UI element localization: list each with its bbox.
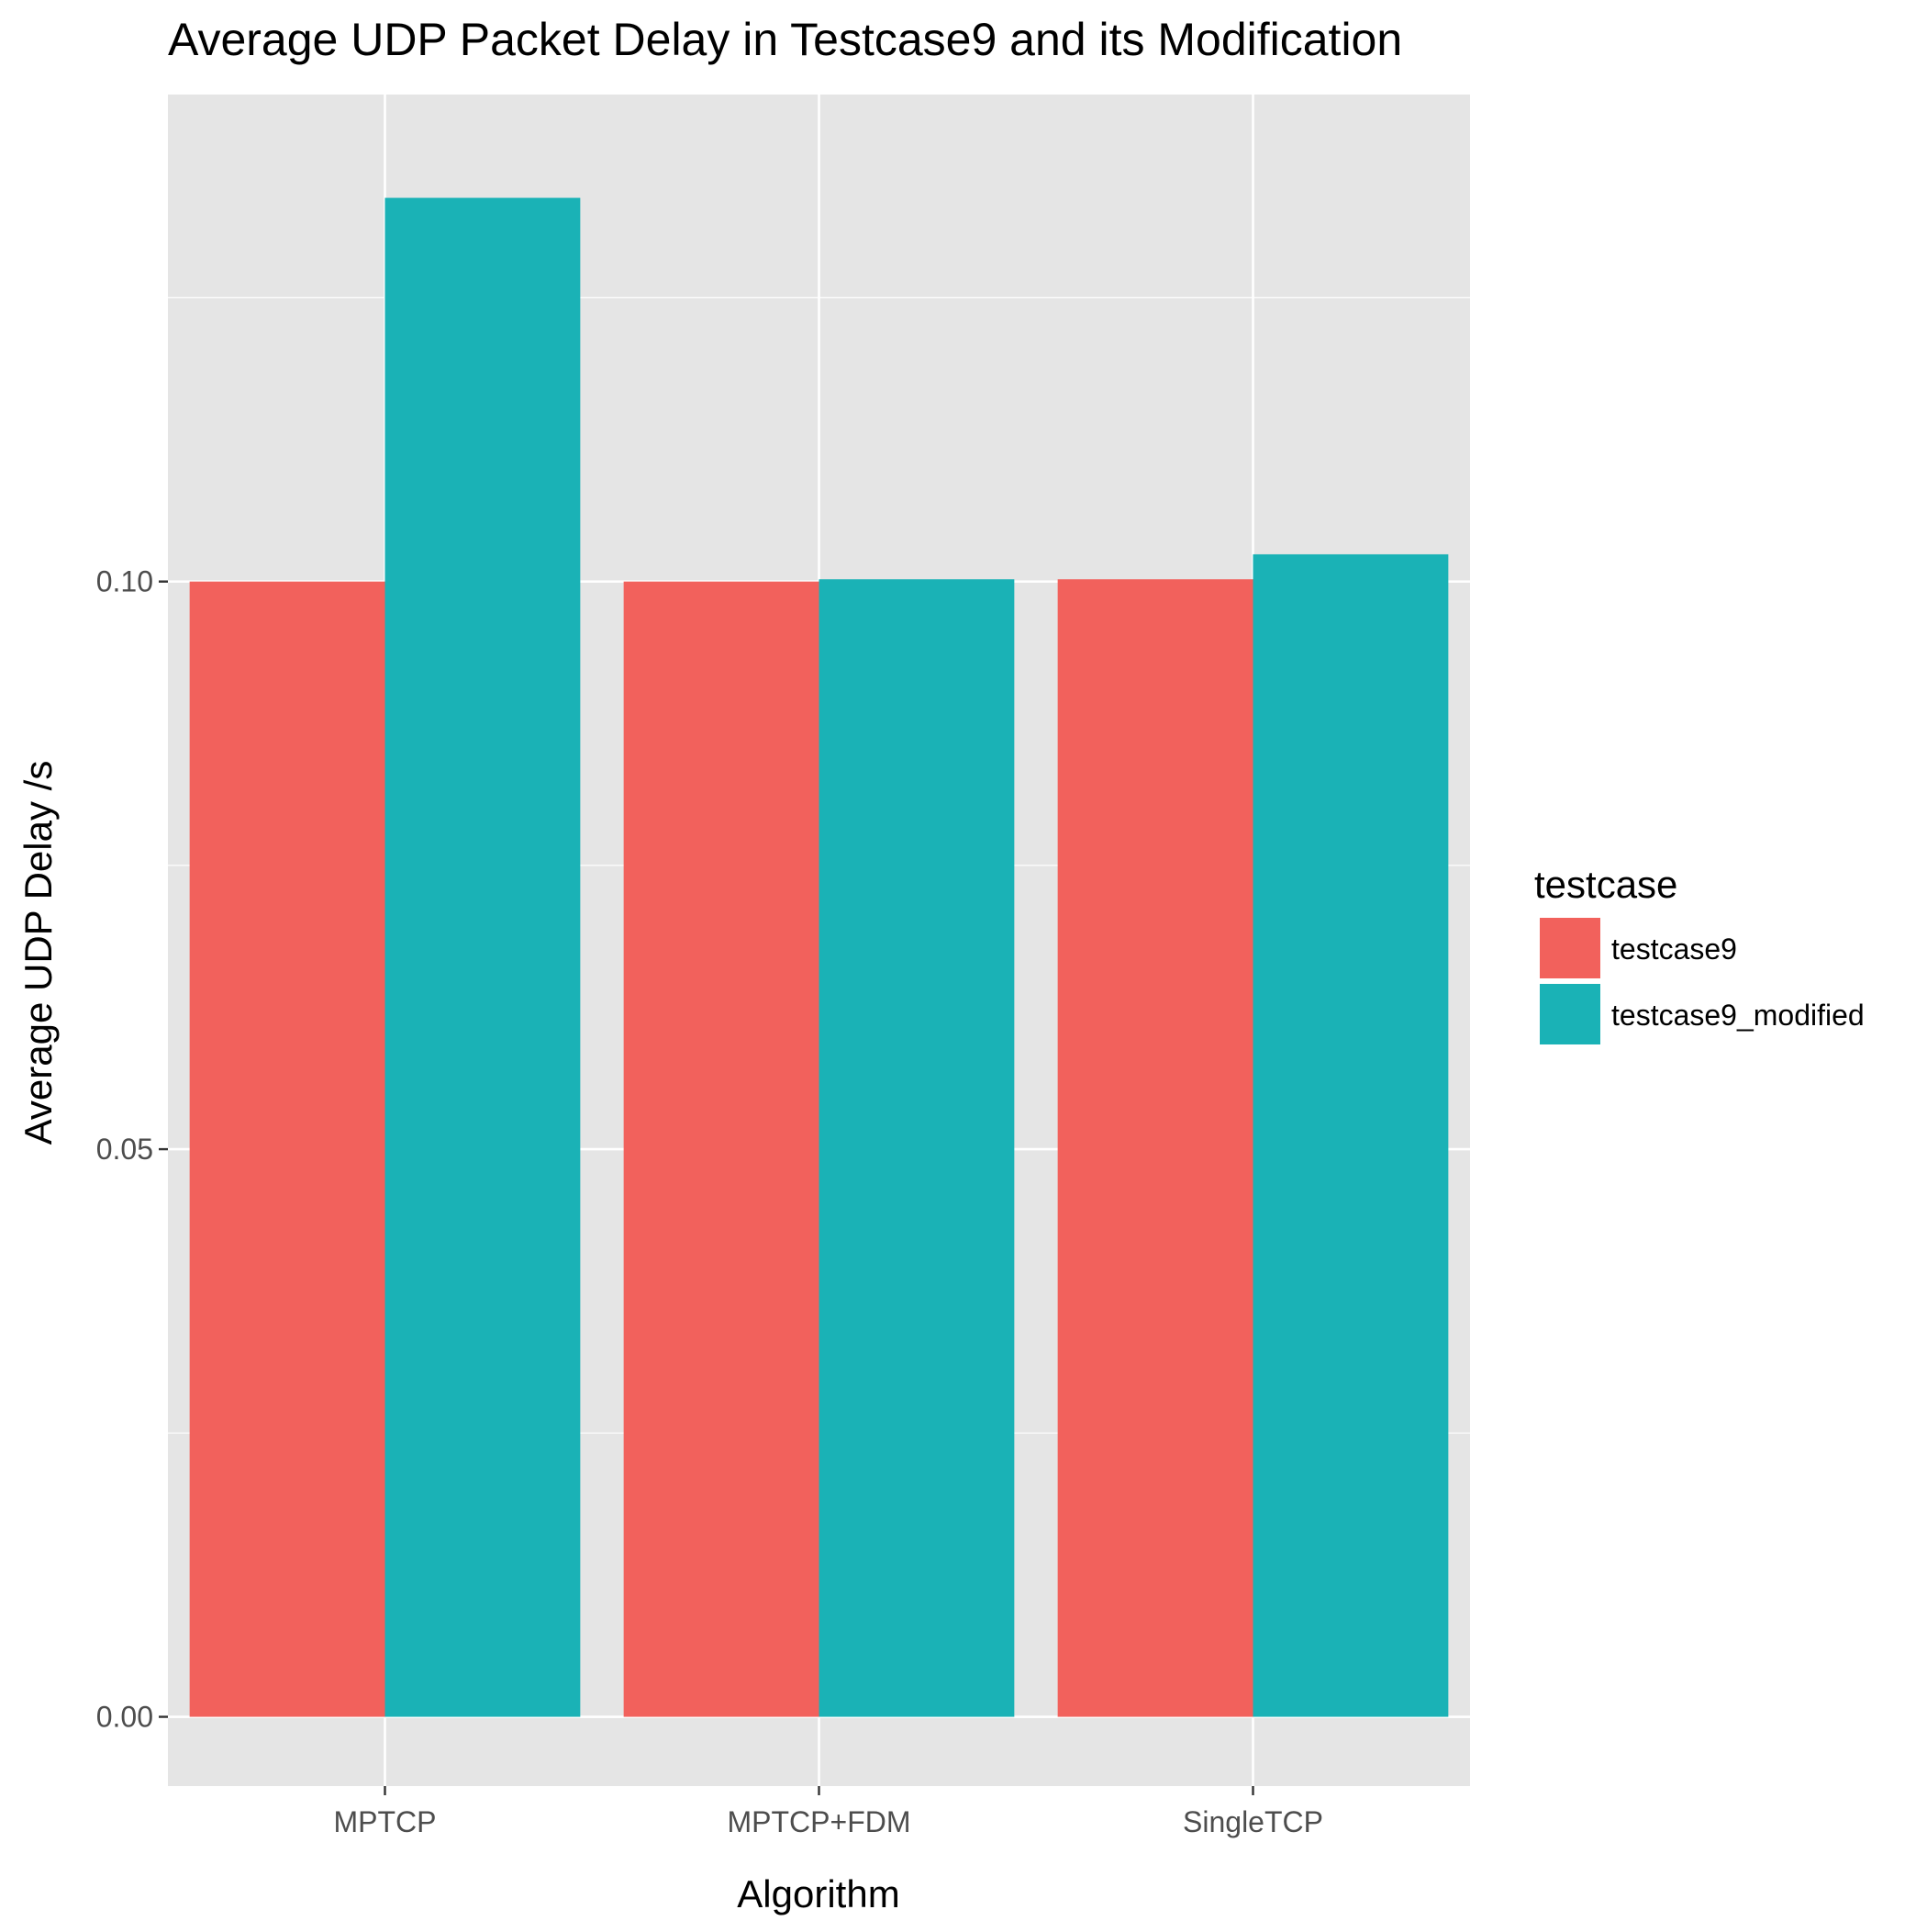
chart-title: Average UDP Packet Delay in Testcase9 an…	[168, 14, 1402, 65]
x-tick-label: MPTCP+FDM	[728, 1805, 911, 1838]
bar-testcase9-mptcp	[189, 581, 385, 1717]
y-tick-label: 0.00	[96, 1701, 153, 1734]
y-tick-label: 0.10	[96, 565, 153, 598]
legend-key-testcase9	[1540, 918, 1600, 978]
bar-testcase9-modified-mptcp-fdm	[819, 579, 1015, 1717]
x-axis-title: Algorithm	[737, 1872, 899, 1915]
legend-key-testcase9-modified	[1540, 984, 1600, 1044]
bar-testcase9-singletcp	[1057, 579, 1253, 1717]
bar-testcase9-modified-singletcp	[1253, 553, 1449, 1717]
legend-label-testcase9-modified: testcase9_modified	[1611, 999, 1865, 1032]
x-tick-label: SingleTCP	[1183, 1805, 1323, 1838]
bar-testcase9-modified-mptcp	[384, 197, 581, 1717]
y-axis-title: Average UDP Delay /s	[17, 761, 60, 1145]
x-tick-label: MPTCP	[334, 1805, 437, 1838]
bar-testcase9-mptcp-fdm	[623, 581, 819, 1717]
axes: 0.00 0.05 0.10 MPTCP MPTCP+FDM SingleTCP	[96, 565, 1323, 1838]
legend-title: testcase	[1534, 863, 1677, 906]
legend: testcase testcase9 testcase9_modified	[1534, 863, 1865, 1044]
legend-label-testcase9: testcase9	[1611, 932, 1737, 966]
bars	[189, 197, 1449, 1717]
y-tick-label: 0.05	[96, 1133, 153, 1166]
